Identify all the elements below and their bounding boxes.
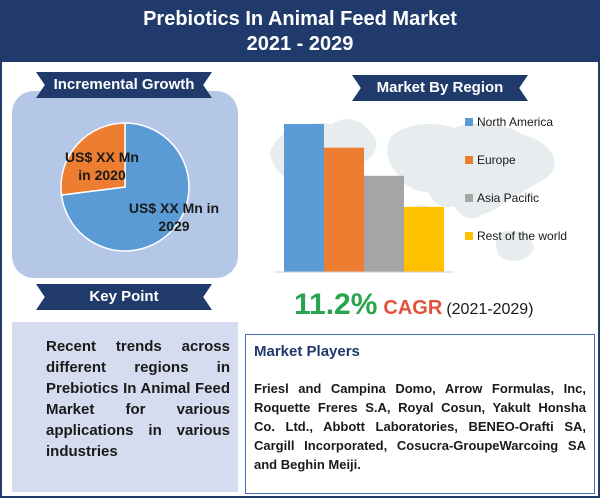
legend-swatch-europe	[465, 156, 473, 164]
key-point-heading: Key Point	[36, 284, 212, 310]
key-point-panel: Recent trends across different regions i…	[12, 322, 238, 492]
cagr-block: 11.2% CAGR (2021-2029)	[294, 288, 533, 322]
pie-slice-2020	[60, 122, 126, 196]
cagr-label: CAGR	[383, 297, 443, 319]
legend-label-asia-pacific: Asia Pacific	[477, 191, 539, 205]
bar-europe	[324, 147, 364, 272]
market-players-heading: Market Players	[254, 343, 360, 360]
pie-label-2029-line1: US$ XX Mn in	[129, 200, 219, 216]
legend-label-europe: Europe	[477, 153, 516, 167]
bar-asia-pacific	[364, 175, 404, 272]
page-title: Prebiotics In Animal Feed Market	[143, 8, 457, 30]
pie-label-2029-line2: 2029	[158, 218, 189, 234]
legend-label-rest-of-the-world: Rest of the world	[477, 229, 567, 243]
bar-chart-legend: North America Europe Asia Pacific Rest of t…	[465, 115, 567, 243]
key-point-text: Recent trends across different regions i…	[46, 338, 230, 460]
pie-label-2020-line2: in 2020	[78, 167, 126, 183]
cagr-period: (2021-2029)	[446, 301, 534, 318]
page-header: Prebiotics In Animal Feed Market 2021 - …	[2, 2, 598, 62]
incremental-growth-heading: Incremental Growth	[36, 72, 212, 98]
market-players-panel: Market Players Friesl and Campina Domo, …	[245, 334, 595, 494]
market-by-region-heading: Market By Region	[352, 75, 528, 101]
bar-north-america	[284, 124, 324, 272]
legend-label-north-america: North America	[477, 115, 553, 129]
legend-swatch-rest-of-the-world	[465, 232, 473, 240]
legend-swatch-asia-pacific	[465, 194, 473, 202]
bar-rest-of-the-world	[404, 206, 444, 272]
legend-swatch-north-america	[465, 118, 473, 126]
cagr-value: 11.2%	[294, 288, 378, 321]
market-players-text: Friesl and Campina Domo, Arrow Formulas,…	[254, 381, 586, 472]
page-subtitle-years: 2021 - 2029	[246, 33, 354, 55]
pie-label-2020-line1: US$ XX Mn	[65, 149, 139, 165]
bar-layer	[284, 124, 444, 272]
